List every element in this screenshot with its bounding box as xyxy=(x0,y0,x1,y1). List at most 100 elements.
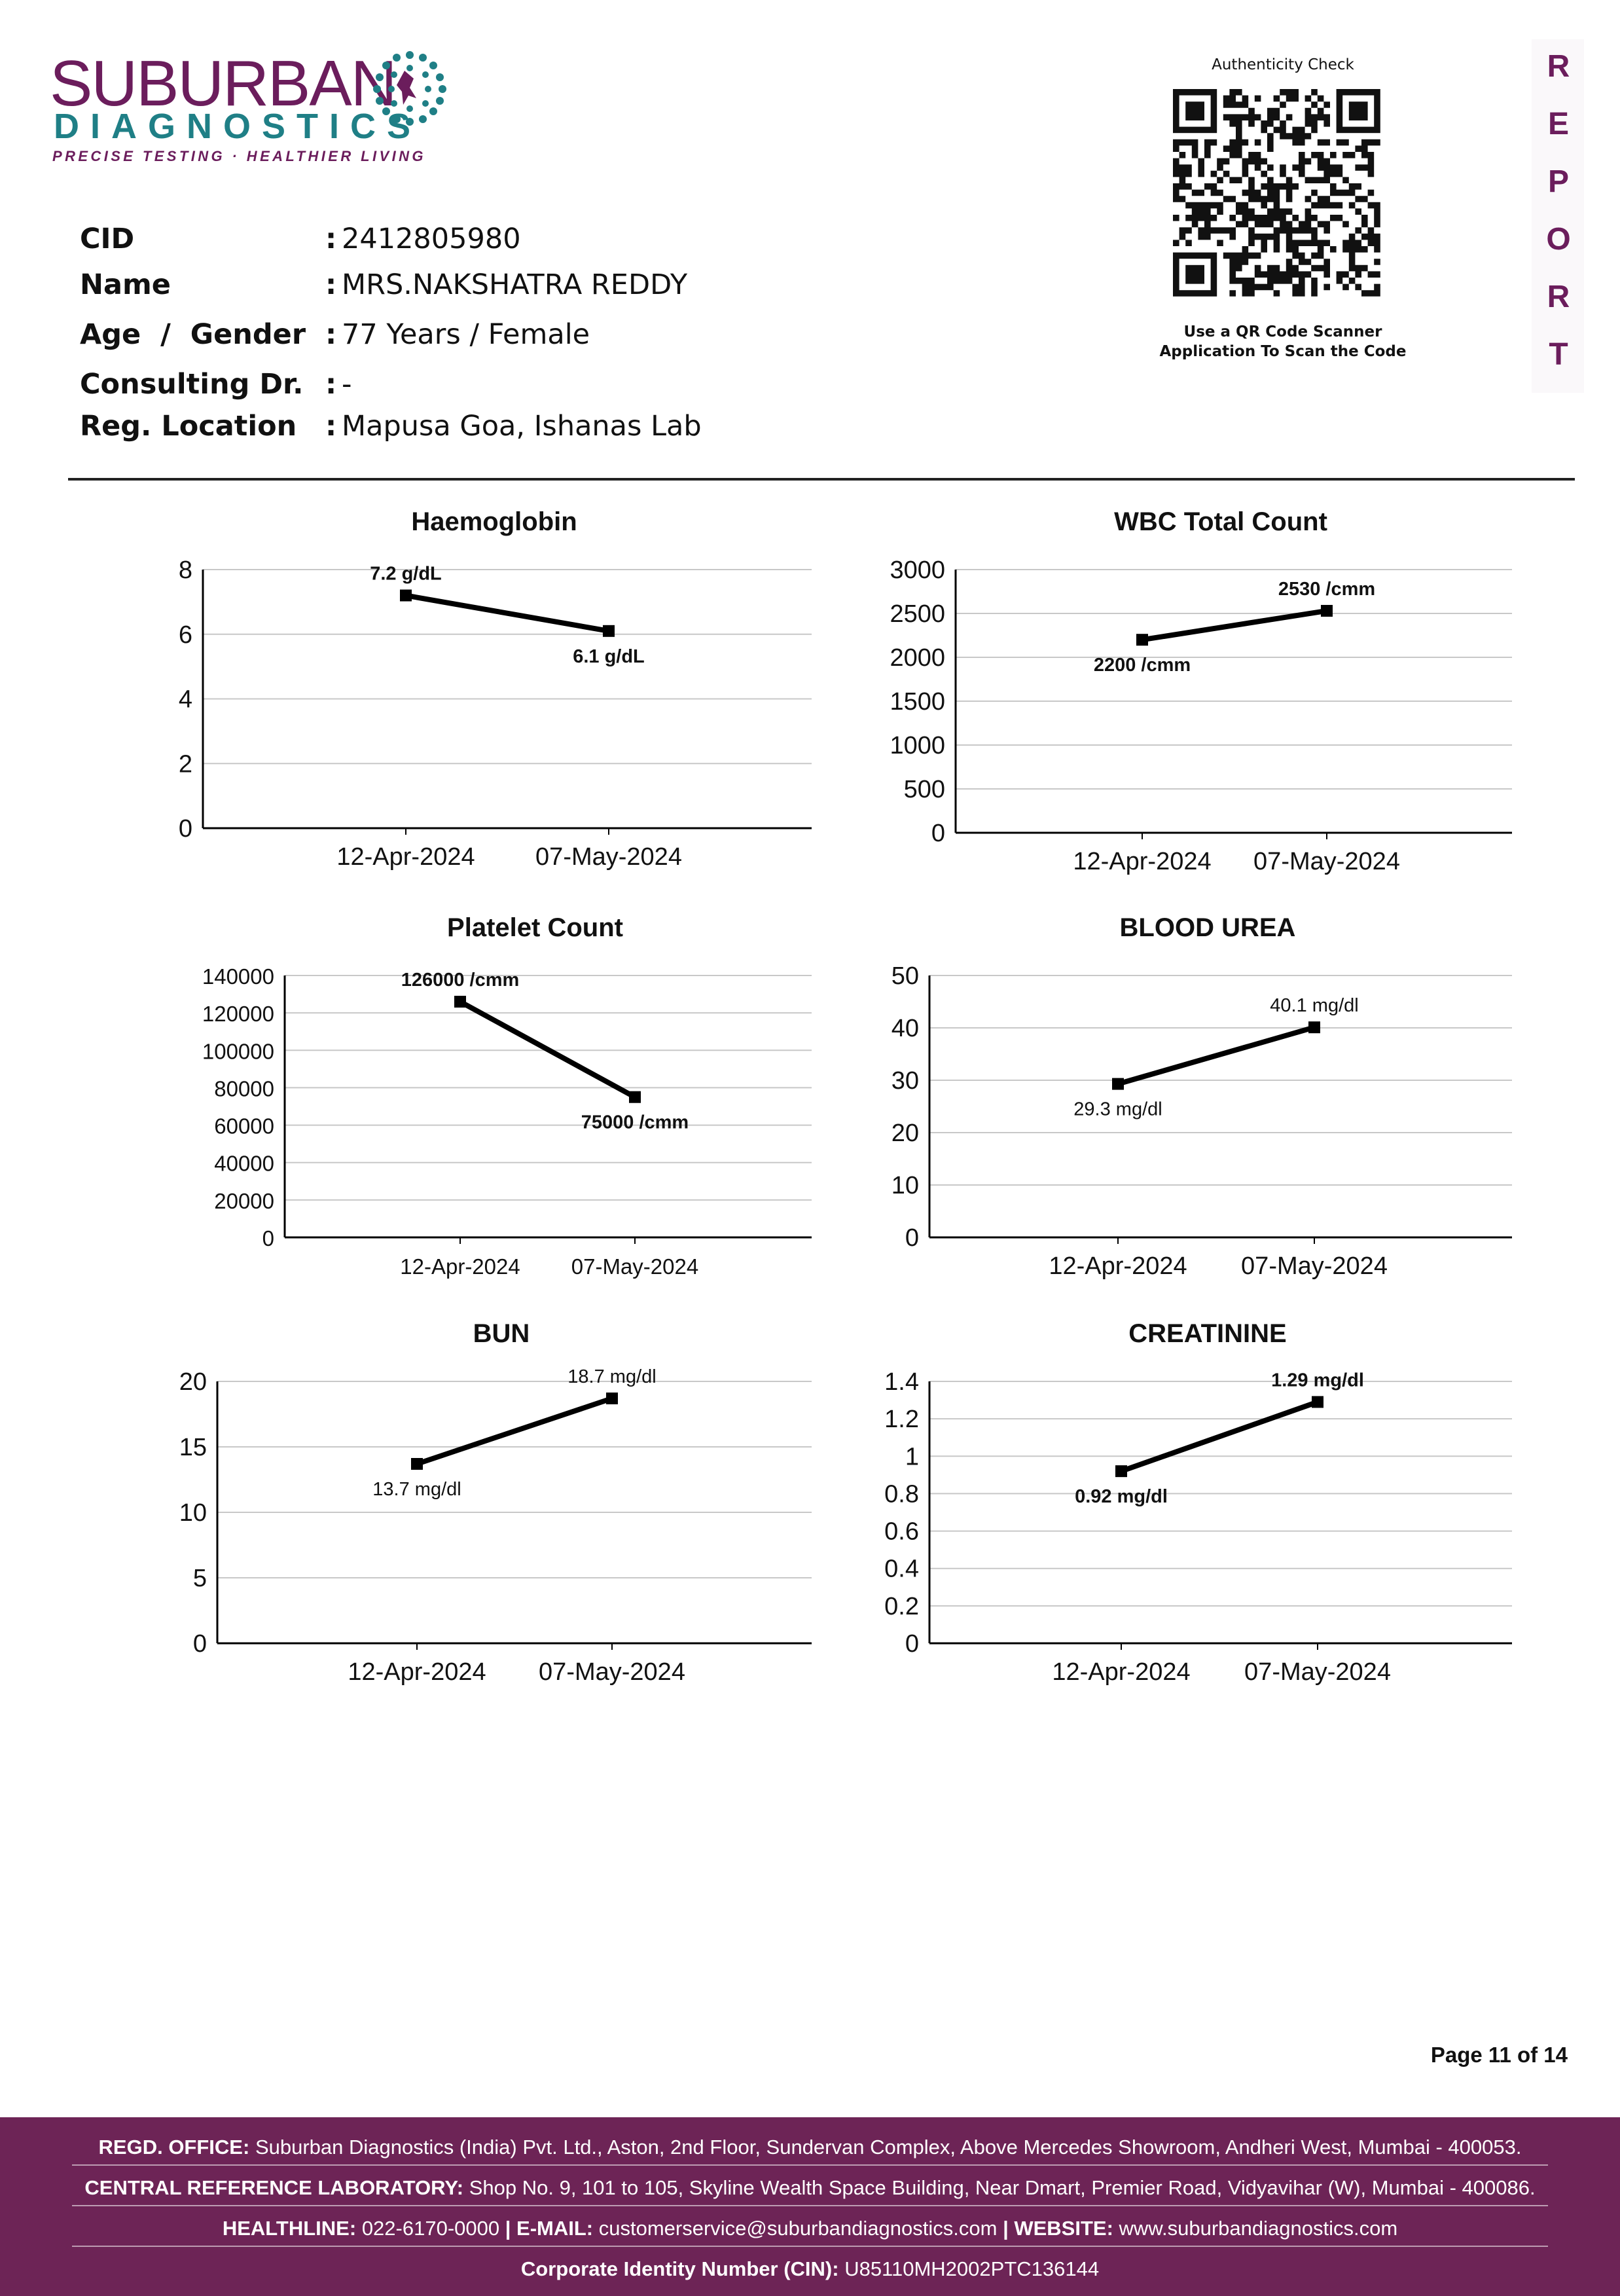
data-point-marker xyxy=(1312,1396,1323,1408)
data-point-marker xyxy=(400,589,412,602)
footer-divider xyxy=(72,2246,1548,2247)
patient-value: Mapusa Goa, Ishanas Lab xyxy=(342,410,702,443)
creatinine-chart-title: CREATININE xyxy=(1128,1319,1286,1348)
footer-helpline-label: HEALTHLINE: xyxy=(222,2217,357,2240)
footer-website-link[interactable]: www.suburbandiagnostics.com xyxy=(1119,2217,1398,2240)
patient-label: Age / Gender xyxy=(80,318,306,351)
footer-cin-line: Corporate Identity Number (CIN): U85110M… xyxy=(0,2257,1620,2281)
report-letter: P xyxy=(1547,164,1569,199)
platelet-chart-title: Platelet Count xyxy=(447,913,623,942)
qr-finder xyxy=(1185,101,1204,120)
y-tick-label: 1000 xyxy=(890,732,945,759)
y-tick-label: 6 xyxy=(179,621,192,649)
y-tick-label: 20000 xyxy=(214,1189,274,1213)
y-tick-label: 2 xyxy=(179,750,192,778)
report-letter: T xyxy=(1549,337,1568,372)
x-tick-label: 12-Apr-2024 xyxy=(1049,1252,1187,1280)
blood-urea-series-line xyxy=(1117,1025,1316,1087)
qr-code-icon[interactable] xyxy=(1173,89,1388,299)
y-tick-label: 0 xyxy=(262,1226,274,1250)
footer-helpline[interactable]: 022-6170-0000 xyxy=(361,2217,500,2240)
y-tick-label: 0.4 xyxy=(884,1556,919,1583)
footer-lab-label: CENTRAL REFERENCE LABORATORY: xyxy=(84,2176,464,2199)
logo-sub-text: DIAGNOSTICS xyxy=(54,107,422,146)
bun-chart: BUN 20 15 10 5 0 12-Apr-2024 07-May-2024 13.7 mg… xyxy=(179,1319,812,1686)
y-tick-label: 0.8 xyxy=(884,1480,919,1508)
haemoglobin-chart-title: Haemoglobin xyxy=(411,507,577,536)
qr-caption-line: Application To Scan the Code xyxy=(1159,343,1407,360)
report-side-strip xyxy=(1532,39,1584,393)
x-tick-label: 07-May-2024 xyxy=(1241,1252,1388,1280)
platelet-count-chart: Platelet Count 140000 120000 100000 80000 600… xyxy=(202,913,812,1279)
blood-urea-chart-title: BLOOD UREA xyxy=(1120,913,1296,942)
y-tick-label: 5 xyxy=(193,1565,207,1592)
bun-chart-title: BUN xyxy=(473,1319,530,1348)
footer-cin: U85110MH2002PTC136144 xyxy=(844,2257,1100,2280)
y-tick-label: 4 xyxy=(179,686,192,714)
data-point-marker xyxy=(411,1458,423,1470)
wbc-chart-title: WBC Total Count xyxy=(1114,507,1327,536)
footer-email-label: E-MAIL: xyxy=(516,2217,594,2240)
patient-value: MRS.NAKSHATRA REDDY xyxy=(342,268,688,301)
patient-value: - xyxy=(342,368,352,401)
y-tick-label: 100000 xyxy=(202,1039,274,1063)
company-logo: SUBURBAN DIAGNOSTICS PRECISE TESTING · H… xyxy=(50,51,449,169)
y-tick-label: 20 xyxy=(179,1368,207,1396)
data-label: 1.29 mg/dl xyxy=(1271,1370,1364,1391)
footer-divider xyxy=(72,2205,1548,2206)
data-label: 0.92 mg/dl xyxy=(1075,1486,1168,1507)
report-letter: O xyxy=(1546,222,1571,257)
footer-email-link[interactable]: customerservice@suburbandiagnostics.com xyxy=(598,2217,998,2240)
patient-label: Reg. Location xyxy=(80,410,297,443)
data-point-marker xyxy=(603,625,615,637)
page-number: Page 11 of 14 xyxy=(1430,2043,1568,2067)
blood-urea-chart: BLOOD UREA 50 40 30 20 10 0 12-Apr-2024 07-May-2… xyxy=(891,913,1512,1280)
data-label: 40.1 mg/dl xyxy=(1270,995,1358,1016)
y-tick-label: 140000 xyxy=(202,964,274,989)
footer-lab-line: CENTRAL REFERENCE LABORATORY: Shop No. 9… xyxy=(0,2176,1620,2200)
x-tick-label: 12-Apr-2024 xyxy=(1052,1658,1190,1686)
wbc-series-line xyxy=(1142,608,1327,643)
y-tick-label: 40 xyxy=(891,1015,919,1042)
x-tick-label: 12-Apr-2024 xyxy=(348,1658,486,1686)
y-tick-label: 0 xyxy=(931,820,945,847)
y-tick-label: 8 xyxy=(179,556,192,584)
y-tick-label: 120000 xyxy=(202,1002,274,1026)
y-tick-label: 10 xyxy=(179,1499,207,1527)
haemoglobin-chart: Haemoglobin 8 6 4 2 0 12-Apr-2024 07-May-2024 7.… xyxy=(179,507,812,871)
logo-brand-text: SUBURBAN xyxy=(50,47,397,119)
y-tick-label: 40000 xyxy=(214,1152,274,1176)
logo-tagline: PRECISE TESTING · HEALTHIER LIVING xyxy=(52,148,426,164)
patient-value: 77 Years / Female xyxy=(342,318,590,351)
y-tick-label: 30 xyxy=(891,1067,919,1095)
data-point-marker xyxy=(1136,634,1148,646)
footer-website-label: WEBSITE: xyxy=(1014,2217,1113,2240)
footer-office-text: Suburban Diagnostics (India) Pvt. Ltd., … xyxy=(255,2136,1522,2159)
report-letter: R xyxy=(1547,280,1570,314)
y-tick-label: 3000 xyxy=(890,556,945,584)
data-label: 75000 /cmm xyxy=(581,1112,689,1133)
data-point-marker xyxy=(454,996,466,1008)
y-tick-label: 50 xyxy=(891,962,919,990)
x-tick-label: 07-May-2024 xyxy=(1253,848,1400,875)
data-label: 13.7 mg/dl xyxy=(372,1479,461,1500)
y-tick-label: 0 xyxy=(193,1630,207,1658)
qr-modules xyxy=(1173,89,1380,297)
haemoglobin-series-line xyxy=(405,592,609,634)
x-tick-label: 12-Apr-2024 xyxy=(1073,848,1211,875)
data-label: 7.2 g/dL xyxy=(370,564,442,585)
footer-office-line: REGD. OFFICE: Suburban Diagnostics (Indi… xyxy=(0,2136,1620,2159)
creatinine-series-line xyxy=(1120,1399,1319,1474)
data-label: 2530 /cmm xyxy=(1278,579,1375,600)
patient-label: Consulting Dr. xyxy=(80,368,304,401)
y-tick-label: 60000 xyxy=(214,1114,274,1139)
x-tick-label: 07-May-2024 xyxy=(571,1254,698,1279)
patient-label: CID xyxy=(80,223,135,255)
patient-label: Name xyxy=(80,268,171,301)
data-label: 2200 /cmm xyxy=(1094,655,1191,676)
y-tick-label: 0.6 xyxy=(884,1518,919,1546)
patient-value: 2412805980 xyxy=(342,223,521,255)
data-point-marker xyxy=(629,1091,641,1103)
y-tick-label: 0.2 xyxy=(884,1593,919,1620)
data-point-marker xyxy=(1112,1078,1124,1090)
